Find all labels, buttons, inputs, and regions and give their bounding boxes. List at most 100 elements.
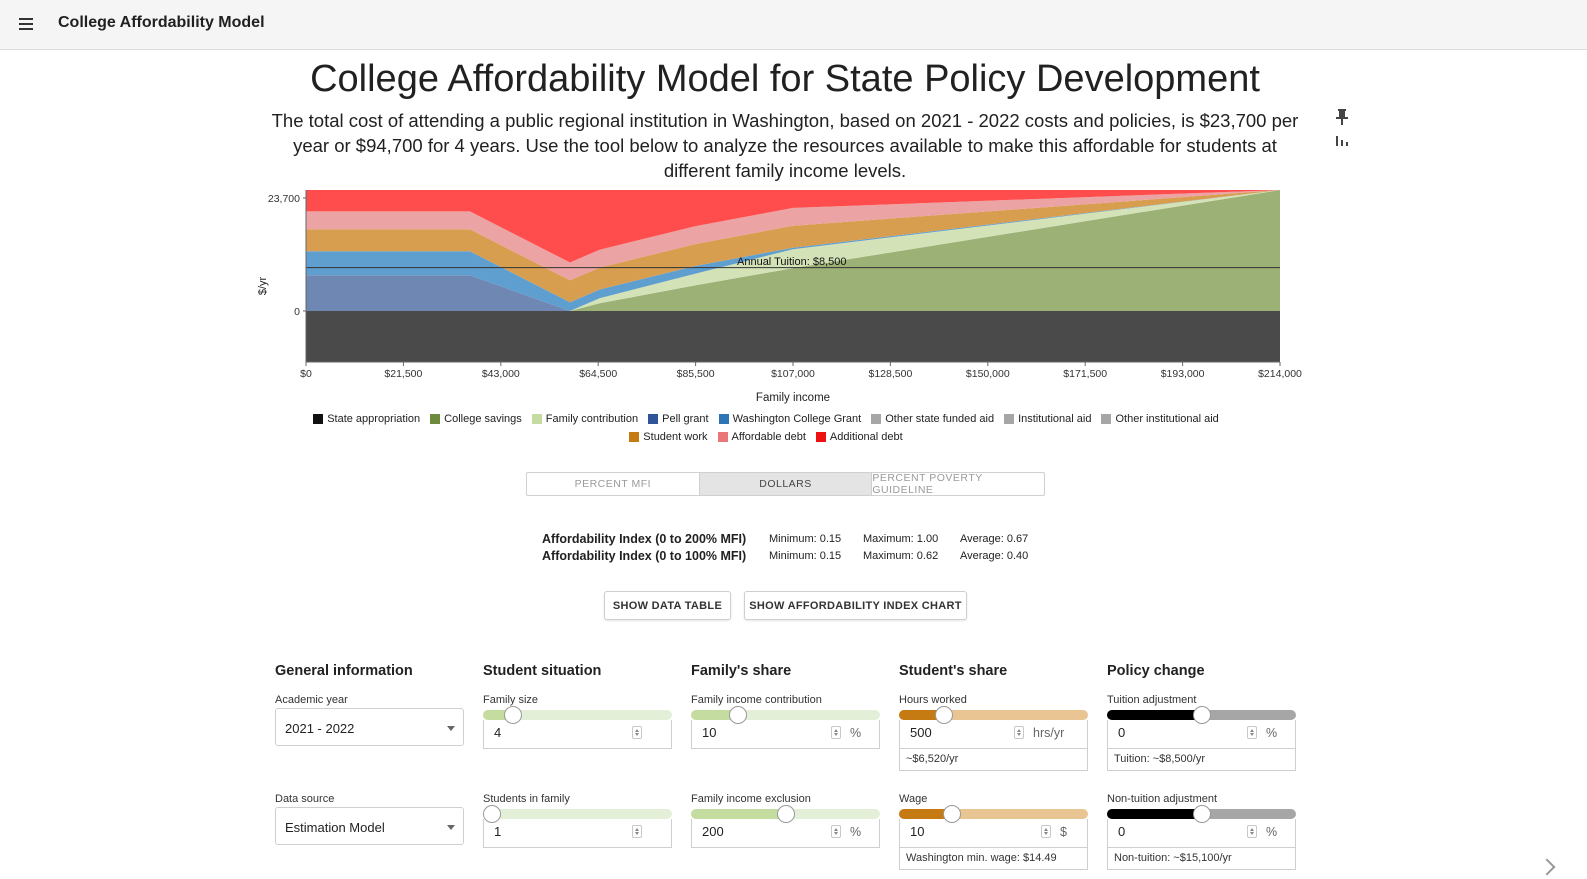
x-tick-label: $150,000 <box>966 368 1010 380</box>
slider-thumb[interactable] <box>935 706 954 724</box>
wage-slider[interactable] <box>899 805 1088 823</box>
family-income-exclusion-input[interactable]: 200 % <box>691 819 880 848</box>
students-in-family-slider[interactable] <box>483 805 672 823</box>
hours-worked-slider[interactable] <box>899 706 1088 724</box>
x-tick-label: $21,500 <box>384 368 422 380</box>
affordability-row: Affordability Index (0 to 100% MFI) Mini… <box>542 547 1028 564</box>
legend-swatch <box>871 414 882 424</box>
legend-label: Additional debt <box>829 431 903 443</box>
hours-worked-input[interactable]: 500 hrs/yr <box>899 720 1088 749</box>
show-data-table-button[interactable]: SHOW DATA TABLE <box>604 591 731 620</box>
show-affordability-index-chart-button[interactable]: SHOW AFFORDABILITY INDEX CHART <box>744 591 967 620</box>
wage-value: 10 <box>910 824 925 839</box>
stepper-icon[interactable] <box>1247 825 1257 838</box>
family-income-contribution-input[interactable]: 10 % <box>691 720 880 749</box>
menu-icon[interactable] <box>16 15 38 35</box>
toggle-percent-poverty-guideline[interactable]: PERCENT POVERTY GUIDELINE <box>872 472 983 496</box>
stepper-icon[interactable] <box>831 726 841 739</box>
pin-icon[interactable] <box>1334 108 1350 126</box>
stepper-icon[interactable] <box>1041 825 1051 838</box>
legend-item[interactable]: Other state funded aid <box>871 411 994 427</box>
slider-thumb[interactable] <box>483 805 501 823</box>
family-size-value: 4 <box>494 725 502 740</box>
non-tuition-adjustment-input[interactable]: 0 % <box>1107 819 1296 848</box>
toggle-percent-mfi[interactable]: PERCENT MFI <box>527 473 700 495</box>
legend-item[interactable]: Additional debt <box>815 429 903 445</box>
slider-fill <box>1107 809 1202 819</box>
stepper-icon[interactable] <box>831 825 841 838</box>
x-tick-label: $128,500 <box>869 368 913 380</box>
slider-thumb[interactable] <box>729 706 748 724</box>
y-tick-label: 23,700 <box>268 193 300 205</box>
tuition-adjustment-slider[interactable] <box>1107 706 1296 724</box>
family-size-slider[interactable] <box>483 706 672 724</box>
family-size-input[interactable]: 4 <box>483 720 672 749</box>
legend-item[interactable]: State appropriation <box>313 411 420 427</box>
non-tuition-adjustment-slider[interactable] <box>1107 805 1296 823</box>
family-income-contribution-label: Family income contribution <box>691 694 822 706</box>
dollar-unit: $ <box>1060 825 1067 839</box>
legend-label: Affordable debt <box>731 431 806 443</box>
non-tuition-adjustment-label: Non-tuition adjustment <box>1107 793 1218 805</box>
legend-item[interactable]: College savings <box>430 411 522 427</box>
page-description: The total cost of attending a public reg… <box>271 110 1299 181</box>
family-income-contribution-slider[interactable] <box>691 706 880 724</box>
general-information-heading: General information <box>275 663 413 679</box>
legend-swatch <box>1004 414 1015 424</box>
slider-thumb[interactable] <box>942 805 961 823</box>
area-state-appropriation <box>306 311 1280 362</box>
legend-item[interactable]: Student work <box>629 429 708 445</box>
legend-swatch <box>648 414 659 424</box>
slider-fill <box>691 809 786 819</box>
x-axis-label: Family income <box>756 392 830 404</box>
affordability-row: Affordability Index (0 to 200% MFI) Mini… <box>542 530 1028 547</box>
legend-label: Institutional aid <box>1018 413 1092 425</box>
students-in-family-value: 1 <box>494 824 502 839</box>
non-tuition-note: Non-tuition: ~$15,100/yr <box>1107 848 1296 870</box>
data-source-select[interactable]: Estimation Model <box>275 807 464 845</box>
tuition-adjustment-input[interactable]: 0 % <box>1107 720 1296 749</box>
family-share-heading: Family's share <box>691 663 792 679</box>
stepper-icon[interactable] <box>1014 726 1024 739</box>
chart-legend: State appropriation College savings Family… <box>266 411 1266 447</box>
toggle-dollars[interactable]: DOLLARS <box>699 473 873 495</box>
resize-handle-icon[interactable] <box>1538 858 1556 876</box>
data-source-value: Estimation Model <box>285 820 385 835</box>
students-in-family-input[interactable]: 1 <box>483 819 672 848</box>
x-tick-label: $43,000 <box>482 368 520 380</box>
percent-unit: % <box>850 726 862 740</box>
affordability-avg: Average: 0.67 <box>960 532 1029 545</box>
legend-item[interactable]: Family contribution <box>531 411 638 427</box>
legend-swatch <box>718 414 729 424</box>
hours-worked-label: Hours worked <box>899 694 967 706</box>
academic-year-select[interactable]: 2021 - 2022 <box>275 708 464 746</box>
slider-thumb[interactable] <box>1192 805 1211 823</box>
family-income-exclusion-slider[interactable] <box>691 805 880 823</box>
slider-fill <box>1107 710 1202 720</box>
stepper-icon[interactable] <box>1247 726 1257 739</box>
stepper-icon[interactable] <box>632 825 642 838</box>
legend-label: Washington College Grant <box>732 413 862 425</box>
x-tick-label: $171,500 <box>1063 368 1107 380</box>
affordability-max: Maximum: 0.62 <box>863 549 939 562</box>
legend-label: Other state funded aid <box>885 413 995 425</box>
legend-item[interactable]: Institutional aid <box>1004 411 1091 427</box>
wage-input[interactable]: 10 $ <box>899 819 1088 848</box>
legend-item[interactable]: Pell grant <box>648 411 709 427</box>
wage-label: Wage <box>899 793 928 805</box>
y-axis-label: $/yr <box>257 276 269 295</box>
student-share-heading: Student's share <box>899 663 1008 679</box>
bar-chart-icon[interactable] <box>1334 132 1350 148</box>
area-affordable-debt <box>306 190 1280 281</box>
slider-thumb[interactable] <box>504 706 523 724</box>
legend-item[interactable]: Affordable debt <box>717 429 806 445</box>
legend-item[interactable]: Washington College Grant <box>718 411 862 427</box>
stepper-icon[interactable] <box>632 726 642 739</box>
slider-thumb[interactable] <box>1192 706 1211 724</box>
x-tick-label: $0 <box>300 368 312 380</box>
legend-item[interactable]: Other institutional aid <box>1101 411 1219 427</box>
slider-fill <box>691 710 739 720</box>
affordability-avg: Average: 0.40 <box>960 549 1029 562</box>
slider-thumb[interactable] <box>776 805 795 823</box>
legend-swatch <box>717 432 728 442</box>
